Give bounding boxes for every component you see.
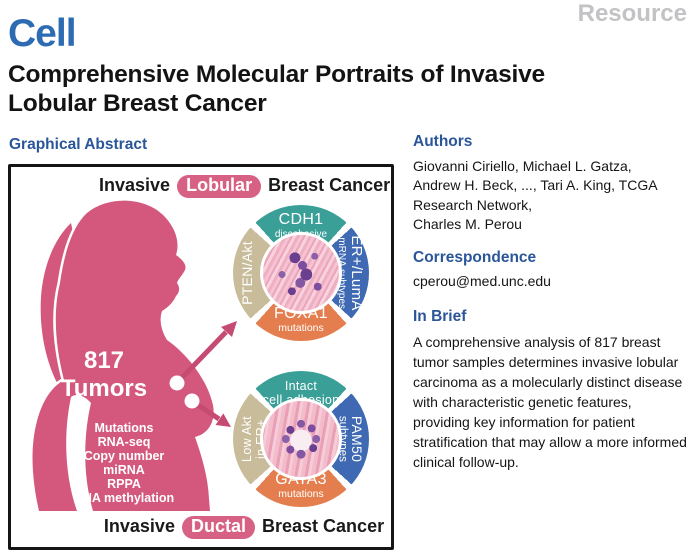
ductal-bottom-sub: mutations — [278, 488, 324, 501]
arrowhead-top-icon — [221, 321, 237, 337]
lobular-histology-image — [260, 232, 342, 314]
lobular-banner: Invasive Lobular Breast Cancer — [99, 175, 391, 198]
in-brief-heading: In Brief — [413, 308, 467, 326]
ductal-wheel: Intact cell adhesion PAM50 subtypes Low … — [233, 371, 369, 507]
in-brief-text: A comprehensive analysis of 817 breast t… — [413, 334, 687, 471]
graphical-abstract-heading: Graphical Abstract — [9, 136, 148, 153]
graphical-abstract-box: 817 Tumors Mutations RNA-seq Copy number… — [8, 164, 394, 550]
marker-dot-top — [169, 375, 185, 391]
pointer-arrows — [169, 321, 237, 427]
correspondence-email-row: cperou@med.unc.edu — [413, 273, 691, 289]
marker-dot-bottom — [184, 393, 200, 409]
ductal-pill: Ductal — [181, 516, 255, 539]
authors-text: Giovanni Ciriello, Michael L. Gatza, And… — [413, 158, 658, 232]
lobular-right-main: ER+/LumA — [348, 235, 365, 311]
arrow-to-lobular-wheel — [175, 330, 228, 385]
banner-prefix: Invasive — [103, 516, 175, 536]
ductal-banner: Invasive Ductal Breast Cancer — [99, 516, 389, 539]
arrowhead-bottom-icon — [215, 413, 231, 427]
authors-heading: Authors — [413, 133, 473, 150]
banner-suffix: Breast Cancer — [262, 516, 385, 536]
banner-suffix: Breast Cancer — [268, 175, 391, 195]
correspondence-heading: Correspondence — [413, 249, 537, 267]
lobular-left-main: PTEN/Akt — [239, 241, 255, 305]
lobular-wheel-left-label: PTEN/Akt — [239, 241, 256, 305]
lobular-pill: Lobular — [177, 175, 262, 198]
arm-gap-shape — [66, 395, 93, 511]
article-type-label: Resource — [577, 0, 687, 27]
paper-title: Comprehensive Molecular Portraits of Inv… — [8, 61, 545, 117]
ductal-right-main: PAM50 — [349, 415, 365, 463]
journal-logo: Cell — [8, 12, 77, 55]
correspondence-email-link[interactable]: cperou@med.unc.edu — [413, 273, 551, 290]
ductal-histology-image — [260, 398, 342, 480]
sidebar: Authors Giovanni Ciriello, Michael L. Ga… — [413, 133, 691, 472]
banner-prefix: Invasive — [99, 175, 171, 195]
lobular-top-main: CDH1 — [278, 211, 324, 228]
woman-silhouette — [30, 198, 217, 511]
tumor-count: 817 Tumors — [60, 347, 148, 403]
assay-list: Mutations RNA-seq Copy number miRNA RPPA… — [73, 421, 175, 505]
lobular-bottom-sub: mutations — [278, 322, 324, 335]
lobular-wheel: CDH1 discohesive morphology ER+/LumA mRN… — [233, 205, 369, 341]
